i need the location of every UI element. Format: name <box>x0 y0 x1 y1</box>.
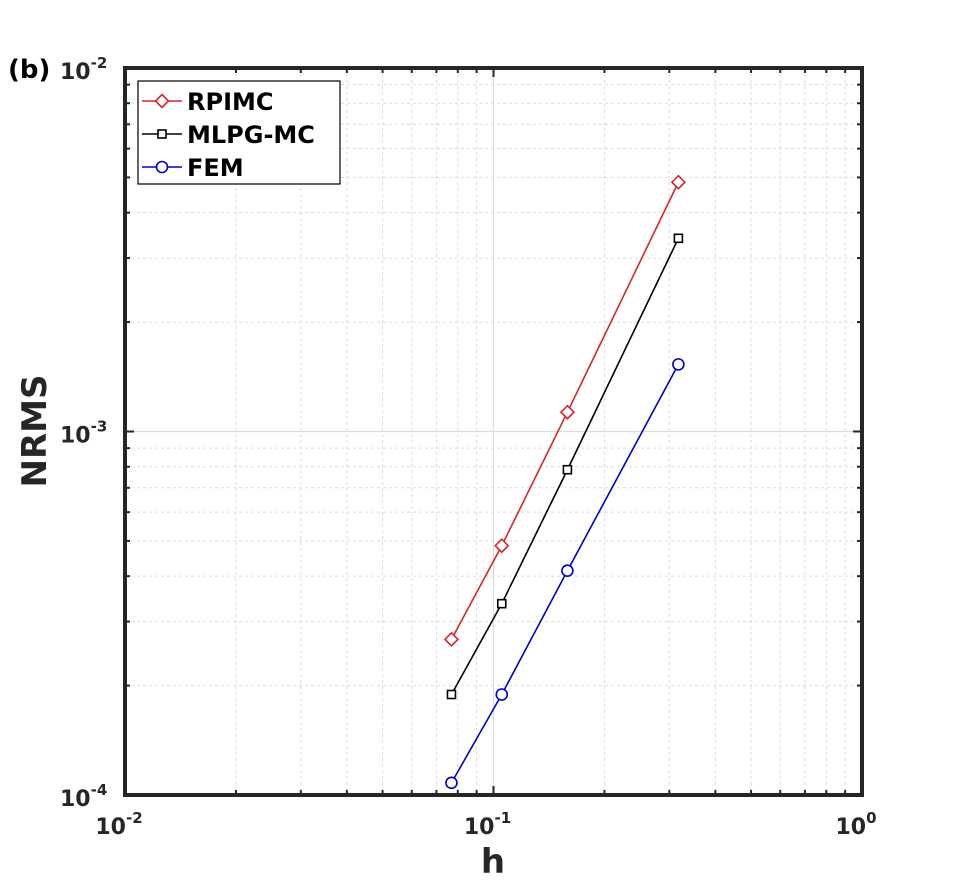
series-layer <box>443 174 687 790</box>
data-point-mlpg-mc <box>673 233 684 244</box>
x-tick-label: 10-1 <box>464 809 511 840</box>
series-line-rpimc <box>450 181 680 640</box>
data-point-rpimc <box>494 538 510 554</box>
data-point-rpimc <box>670 174 687 190</box>
panel-label: (b) <box>8 55 50 85</box>
data-point-fem <box>561 564 574 578</box>
y-tick-label: 10-2 <box>60 54 107 85</box>
x-tick-label: 10-2 <box>95 809 142 840</box>
legend-label-fem: FEM <box>187 154 244 182</box>
y-axis-label: NRMS <box>15 375 55 488</box>
data-point-fem <box>495 688 509 701</box>
data-point-rpimc <box>443 631 460 648</box>
data-point-mlpg-mc <box>562 464 573 475</box>
legend-marker-mlpg-mc <box>157 129 167 139</box>
series-line-fem <box>450 363 680 784</box>
legend-marker-fem <box>155 160 169 174</box>
legend: RPIMC MLPG-MC FEM <box>137 80 341 185</box>
legend-label-mlpg-mc: MLPG-MC <box>187 121 315 149</box>
axis-ticks: 10-2 10-1 100 10-4 10-3 10-2 <box>60 54 877 840</box>
legend-label-rpimc: RPIMC <box>187 88 274 116</box>
data-point-rpimc <box>559 404 576 420</box>
data-point-mlpg-mc <box>446 689 457 700</box>
legend-marker-rpimc <box>154 93 170 109</box>
data-point-fem <box>672 358 685 371</box>
data-point-mlpg-mc <box>496 598 507 609</box>
data-point-fem <box>445 776 458 790</box>
x-tick-label: 100 <box>835 809 876 840</box>
y-tick-label: 10-4 <box>60 781 107 812</box>
x-axis-label: h <box>481 842 505 882</box>
series-line-mlpg-mc <box>450 237 680 695</box>
y-tick-label: 10-3 <box>60 418 107 449</box>
